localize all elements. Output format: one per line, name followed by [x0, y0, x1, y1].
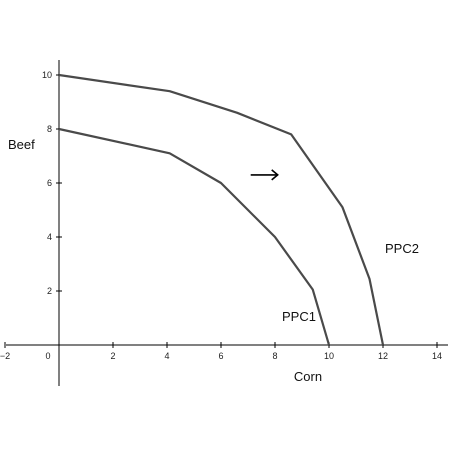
curves	[58, 73, 385, 346]
y-tick-label: 2	[47, 286, 52, 296]
y-axis-title: Beef	[8, 137, 35, 152]
x-tick-label: −2	[0, 351, 10, 361]
x-tick-label: 12	[378, 351, 388, 361]
y-tick-label: 10	[42, 70, 52, 80]
shift-arrow	[250, 169, 279, 181]
x-axis-title: Corn	[294, 369, 322, 384]
x-tick-label: 6	[218, 351, 223, 361]
axes	[6, 60, 448, 386]
curve-ppc2	[58, 73, 385, 346]
x-ticks: −2 0 2 4 6 8 10 12 14	[0, 342, 442, 361]
x-tick-label: 8	[272, 351, 277, 361]
x-tick-label: 10	[324, 351, 334, 361]
annotations	[250, 169, 279, 181]
x-tick-label: 4	[164, 351, 169, 361]
x-tick-label: 0	[45, 351, 50, 361]
series-label-ppc2: PPC2	[385, 241, 419, 256]
x-tick-label: 2	[110, 351, 115, 361]
y-tick-label: 6	[47, 178, 52, 188]
curve-ppc1	[58, 127, 331, 346]
y-tick-label: 8	[47, 124, 52, 134]
arrow-head	[271, 169, 279, 181]
y-tick-label: 4	[47, 232, 52, 242]
x-tick-label: 14	[432, 351, 442, 361]
series-label-ppc1: PPC1	[282, 309, 316, 324]
